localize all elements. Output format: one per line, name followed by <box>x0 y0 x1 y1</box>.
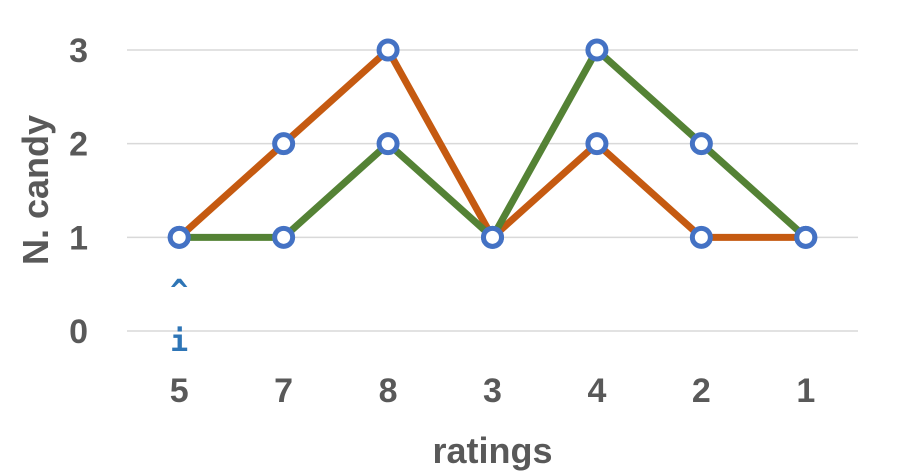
x-axis-title: ratings <box>432 430 552 471</box>
data-point-series-2-3 <box>481 225 504 249</box>
data-point-series-2-5 <box>167 225 191 249</box>
y-tick-label: 3 <box>69 32 88 70</box>
y-tick-labels: 0 1 2 3 <box>69 32 88 351</box>
data-point-series-1-4 <box>585 132 609 156</box>
data-point-series-1-7 <box>272 132 296 156</box>
x-tick-label: 7 <box>274 372 293 410</box>
x-tick-label: 5 <box>170 372 189 410</box>
data-point-series-2-4 <box>585 38 609 62</box>
x-tick-label: 3 <box>483 372 502 410</box>
data-point-series-2-2 <box>689 132 713 156</box>
y-tick-label: 0 <box>69 313 88 351</box>
data-point-series-1-8 <box>376 38 400 62</box>
x-tick-label: 8 <box>379 372 398 410</box>
pointer-index-annotation: i <box>170 324 188 359</box>
pointer-caret-annotation: ^ <box>170 274 188 309</box>
x-tick-label: 4 <box>587 372 606 410</box>
data-point-series-2-8 <box>376 132 400 156</box>
y-tick-label: 2 <box>69 126 88 164</box>
series-markers <box>167 38 818 249</box>
data-point-series-2-7 <box>272 225 296 249</box>
data-point-series-2-1 <box>794 225 818 249</box>
data-point-series-1-2 <box>689 225 713 249</box>
y-axis-title: N. candy <box>15 115 56 265</box>
x-tick-label: 1 <box>796 372 815 410</box>
x-tick-labels: 5 7 8 3 4 2 1 <box>170 372 815 410</box>
y-tick-label: 1 <box>69 219 88 257</box>
x-tick-label: 2 <box>692 372 711 410</box>
